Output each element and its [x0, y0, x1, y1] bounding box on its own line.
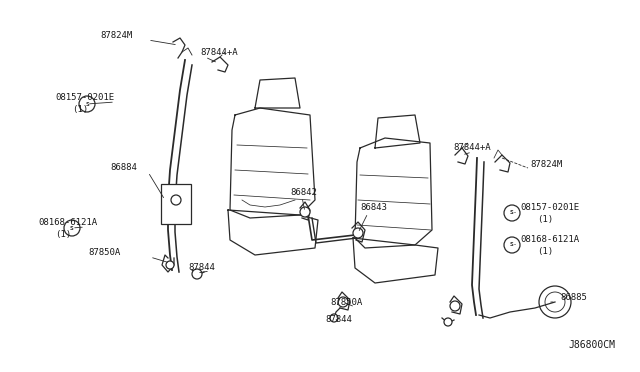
- Polygon shape: [230, 108, 315, 218]
- Text: 87844+A: 87844+A: [200, 48, 237, 57]
- Circle shape: [338, 297, 348, 307]
- Text: (1): (1): [72, 105, 88, 114]
- Text: 08157-0201E: 08157-0201E: [520, 203, 579, 212]
- Text: 87844+A: 87844+A: [453, 143, 491, 152]
- Text: 87824M: 87824M: [100, 31, 132, 40]
- Circle shape: [192, 269, 202, 279]
- Text: 87850A: 87850A: [88, 248, 120, 257]
- Text: 86842: 86842: [290, 188, 317, 197]
- Circle shape: [444, 318, 452, 326]
- Text: S: S: [510, 243, 514, 247]
- Text: 87844: 87844: [188, 263, 215, 272]
- Circle shape: [539, 286, 571, 318]
- Polygon shape: [228, 210, 318, 255]
- Text: (1): (1): [537, 215, 553, 224]
- Circle shape: [504, 205, 520, 221]
- Circle shape: [504, 237, 520, 253]
- Circle shape: [330, 314, 338, 322]
- Text: S: S: [70, 225, 74, 231]
- Text: S: S: [85, 102, 89, 106]
- Text: (1): (1): [537, 247, 553, 256]
- FancyBboxPatch shape: [161, 184, 191, 224]
- Circle shape: [171, 195, 181, 205]
- Text: 87824M: 87824M: [530, 160, 563, 169]
- Circle shape: [450, 301, 460, 311]
- Circle shape: [166, 261, 174, 269]
- Text: 08168-6121A: 08168-6121A: [520, 235, 579, 244]
- Text: (1): (1): [55, 230, 71, 239]
- Text: 87844: 87844: [325, 315, 352, 324]
- Text: 86885: 86885: [560, 293, 587, 302]
- Polygon shape: [353, 238, 438, 283]
- Text: 08157-0201E: 08157-0201E: [55, 93, 114, 102]
- Circle shape: [353, 228, 363, 238]
- Text: 08168-6121A: 08168-6121A: [38, 218, 97, 227]
- Text: J86800CM: J86800CM: [568, 340, 615, 350]
- Text: 86884: 86884: [110, 163, 137, 172]
- Circle shape: [64, 220, 80, 236]
- Polygon shape: [375, 115, 420, 148]
- Circle shape: [545, 292, 565, 312]
- Text: 87850A: 87850A: [330, 298, 362, 307]
- Text: S: S: [510, 211, 514, 215]
- Polygon shape: [355, 138, 432, 248]
- Circle shape: [300, 207, 310, 217]
- Polygon shape: [255, 78, 300, 108]
- Circle shape: [79, 96, 95, 112]
- Text: 86843: 86843: [360, 203, 387, 212]
